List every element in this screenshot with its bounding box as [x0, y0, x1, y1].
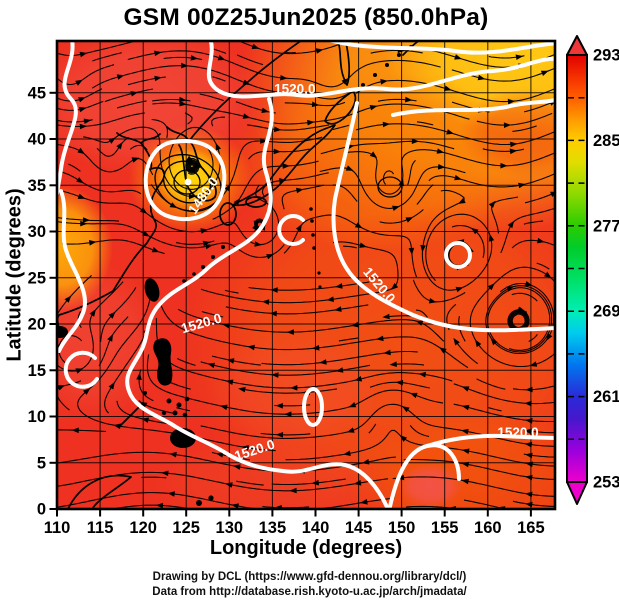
x-tick-label: 120 [129, 519, 157, 537]
cyclone-center-dot [184, 178, 192, 186]
y-tick-label: 45 [28, 84, 46, 102]
plot-frame [55, 39, 557, 511]
colorbar-tick-label: 285 [593, 132, 619, 150]
plot-title: GSM 00Z25Jun2025 (850.0hPa) [123, 4, 489, 31]
contour-label: 1520.0 [497, 425, 538, 440]
x-axis: 110 115 120 125 130 135 140 145 150 155 160 165 [44, 510, 545, 537]
x-tick-label: 115 [87, 519, 114, 537]
colorbar-tick-label: 261 [593, 388, 619, 406]
y-tick-label: 40 [28, 131, 46, 149]
y-tick-label: 10 [28, 408, 46, 426]
x-tick-label: 110 [44, 519, 71, 537]
colorbar: 293 285 277 269 261 253 [566, 35, 619, 505]
x-tick-label: 125 [172, 519, 200, 537]
x-tick-label: 140 [302, 519, 330, 537]
y-tick-label: 25 [28, 269, 46, 287]
y-tick-label: 15 [28, 362, 46, 380]
y-axis-label: Latitude (degrees) [3, 188, 26, 362]
x-tick-label: 160 [474, 519, 502, 537]
colorbar-tick-label: 277 [593, 217, 619, 235]
geopotential-contours [57, 41, 555, 509]
x-axis-label: Longitude (degrees) [209, 537, 403, 559]
colorbar-arrow-down [566, 481, 588, 505]
credits: Drawing by DCL (https://www.gfd-dennou.o… [0, 570, 619, 600]
contour-label: 1520.0 [274, 82, 315, 97]
colorbar-tick-label: 253 [593, 474, 619, 492]
credit-line-1: Drawing by DCL (https://www.gfd-dennou.o… [152, 571, 467, 583]
colorbar-tick-label: 293 [593, 47, 619, 65]
coastlines [57, 41, 420, 509]
y-tick-label: 5 [37, 454, 46, 472]
x-tick-label: 135 [259, 519, 287, 537]
x-tick-label: 155 [431, 519, 459, 537]
x-tick-label: 150 [388, 519, 416, 537]
x-tick-label: 130 [216, 519, 244, 537]
colorbar-tick-label: 269 [593, 303, 619, 321]
y-tick-label: 20 [28, 316, 46, 334]
y-tick-label: 0 [37, 501, 46, 519]
x-tick-label: 165 [517, 519, 545, 537]
x-tick-label: 145 [345, 519, 373, 537]
colorbar-arrow-up [566, 35, 588, 56]
y-tick-label: 35 [28, 177, 46, 195]
y-axis: 0 5 10 15 20 25 30 35 40 45 [28, 84, 56, 519]
y-tick-label: 30 [28, 223, 46, 241]
credit-line-2: Data from http://database.rish.kyoto-u.a… [152, 586, 467, 598]
